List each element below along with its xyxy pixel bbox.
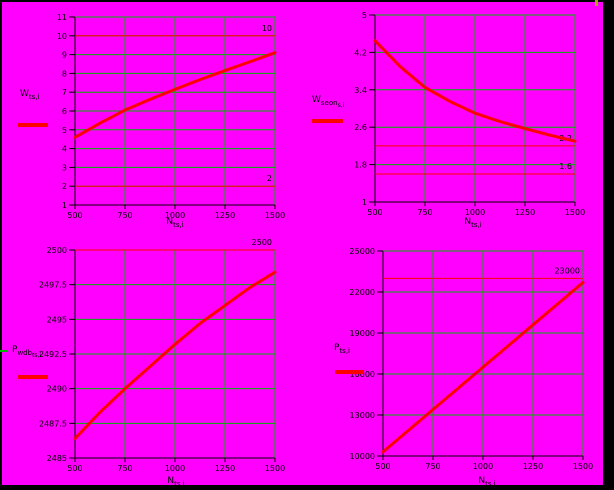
legend-symbol: W — [312, 95, 321, 105]
y-tick-label: 5 — [362, 11, 367, 20]
x-tick-label: 500 — [375, 462, 390, 471]
x-tick-label: 1500 — [265, 464, 285, 473]
y-tick-label: 10000 — [350, 452, 375, 461]
y-axis-legend: Pts,i — [334, 344, 350, 358]
y-tick-label: 1 — [362, 198, 367, 207]
trace-legend-line — [335, 370, 364, 374]
marker-label: 1.6 — [559, 162, 572, 171]
x-axis-label: Nts,i — [464, 218, 481, 230]
x-tick-label: 1000 — [465, 208, 485, 217]
legend-symbol: P — [334, 343, 340, 353]
y-tick-label: 2.6 — [354, 123, 367, 132]
x-axis-symbol: N — [464, 217, 472, 227]
y-tick-label: 7 — [62, 88, 67, 97]
legend-subscript: ts,i — [339, 347, 350, 355]
x-tick-label: 1250 — [515, 208, 535, 217]
y-tick-label: 16000 — [350, 370, 375, 379]
y-tick-label: 1 — [62, 201, 67, 210]
legend-subscript: seon — [320, 99, 338, 107]
y-tick-label: 5 — [62, 126, 67, 135]
y-tick-label: 8 — [62, 69, 67, 78]
scan-artifact-green-dash — [0, 350, 7, 352]
y-tick-label: 4.2 — [354, 48, 367, 57]
trace-legend-line — [18, 375, 48, 379]
x-tick-label: 750 — [117, 464, 132, 473]
x-axis-subscript: ts,i — [485, 480, 496, 488]
y-tick-label: 22000 — [350, 288, 375, 297]
trace-legend-line — [18, 123, 48, 127]
x-tick-label: 1500 — [265, 211, 285, 220]
y-tick-label: 1.8 — [354, 161, 367, 170]
marker-label: 23000 — [555, 266, 580, 275]
y-tick-label: 4 — [62, 145, 67, 154]
y-axis-legend: Wseons,i — [312, 96, 344, 110]
x-tick-label: 1500 — [565, 208, 585, 217]
scan-artifact-yellow-tick — [595, 0, 598, 6]
y-axis-legend: Wts,i — [20, 90, 39, 104]
chart-top-left[interactable]: 11 10 9 8 7 6 5 4 3 2 1500 750 1000 1250 1500 10 2 — [57, 13, 285, 220]
legend-symbol: W — [20, 89, 29, 99]
legend-subscript-2: ts,i — [32, 352, 42, 359]
x-tick-label: 500 — [67, 464, 82, 473]
y-tick-label: 13000 — [350, 411, 375, 420]
y-axis-legend: Pwdbts,i — [12, 346, 41, 360]
marker-label: 10 — [262, 24, 272, 33]
legend-symbol: P — [12, 345, 18, 355]
trace-top-left — [73, 51, 277, 139]
marker-label: 2500 — [252, 238, 272, 247]
x-tick-label: 1250 — [215, 464, 235, 473]
x-axis-subscript: ts,i — [174, 480, 185, 488]
y-tick-label: 3.4 — [354, 86, 367, 95]
legend-subscript-2: s,i — [337, 102, 345, 109]
x-axis-symbol: N — [167, 476, 175, 486]
x-tick-label: 500 — [367, 208, 382, 217]
x-axis-subscript: ts,i — [471, 221, 482, 229]
y-tick-label: 2 — [62, 182, 67, 191]
x-tick-label: 1500 — [573, 462, 593, 471]
x-axis-label: Nts,i — [167, 477, 184, 489]
x-tick-label: 1000 — [165, 211, 185, 220]
y-tick-label: 19000 — [350, 329, 375, 338]
x-tick-label: 1250 — [215, 211, 235, 220]
marker-label: 2 — [267, 174, 272, 183]
y-tick-label: 11 — [57, 13, 67, 22]
x-tick-label: 750 — [425, 462, 440, 471]
x-axis-label: Nts,i — [166, 218, 183, 230]
y-tick-label: 2492.5 — [39, 350, 67, 359]
y-tick-label: 2485 — [47, 454, 67, 463]
y-tick-label: 3 — [62, 163, 67, 172]
x-tick-label: 1000 — [165, 464, 185, 473]
y-tick-label: 10 — [57, 32, 67, 41]
legend-subscript: ts,i — [28, 93, 40, 101]
y-tick-label: 2487.5 — [39, 419, 67, 428]
trace-bottom-left — [73, 270, 277, 441]
x-tick-label: 750 — [117, 211, 132, 220]
trace-legend-line — [312, 119, 343, 123]
trace-top-right — [373, 39, 577, 143]
y-tick-label: 2495 — [47, 315, 67, 324]
y-tick-label: 25000 — [350, 247, 375, 256]
x-axis-subscript: ts,i — [173, 221, 184, 229]
x-tick-label: 750 — [417, 208, 432, 217]
x-tick-label: 500 — [67, 211, 82, 220]
x-tick-label: 1000 — [473, 462, 493, 471]
trace-bottom-right — [381, 280, 585, 454]
x-tick-label: 1250 — [523, 462, 543, 471]
y-tick-label: 6 — [62, 107, 67, 116]
y-tick-label: 9 — [62, 51, 67, 60]
x-axis-label: Nts,i — [478, 477, 495, 489]
legend-subscript: wdb — [17, 349, 33, 357]
x-axis-symbol: N — [166, 217, 174, 227]
y-tick-label: 2490 — [47, 385, 67, 394]
y-tick-label: 2497.5 — [39, 281, 67, 290]
x-axis-symbol: N — [478, 476, 486, 486]
y-tick-label: 2500 — [47, 246, 67, 255]
mathcad-worksheet: 11 10 9 8 7 6 5 4 3 2 1 500 750 1000 1250 1500 10 2 5 4.2 3.… — [0, 0, 603, 488]
